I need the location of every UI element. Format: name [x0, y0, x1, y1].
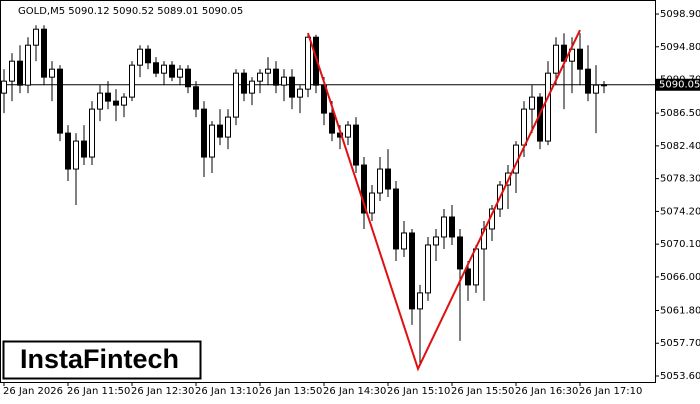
candle-body — [233, 72, 239, 118]
candle-body — [361, 164, 367, 214]
candle-body — [145, 48, 151, 64]
candle-body — [217, 124, 223, 138]
x-tick-label: 26 Jan 15:10 — [387, 386, 450, 397]
candle-body — [129, 64, 135, 98]
candle-body — [441, 216, 447, 238]
y-tick-label: 5057.70 — [660, 338, 700, 349]
candle-body — [577, 48, 583, 70]
y-tick-label: 5061.80 — [660, 305, 700, 316]
y-tick-label: 5094.80 — [660, 42, 700, 53]
candle-body — [193, 86, 199, 110]
candle-body — [369, 192, 375, 214]
candle-body — [601, 84, 607, 87]
candle-body — [289, 76, 295, 98]
candle-body — [161, 64, 167, 74]
x-tick-label: 26 Jan 14:30 — [323, 386, 386, 397]
candle-body — [89, 108, 95, 158]
x-tick-label: 26 Jan 13:50 — [259, 386, 322, 397]
candle-body — [545, 72, 551, 142]
candle-body — [457, 236, 463, 270]
candle-body — [257, 72, 263, 82]
candle-body — [49, 68, 55, 78]
candle-body — [185, 68, 191, 88]
candle-body — [265, 68, 271, 74]
candle-body — [41, 28, 47, 78]
candle-body — [97, 92, 103, 110]
candle-body — [65, 132, 71, 170]
last-price-box — [656, 78, 700, 91]
candle-body — [449, 216, 455, 238]
candle-body — [417, 292, 423, 310]
candle-body — [329, 112, 335, 134]
candle-body — [281, 76, 287, 86]
candle-body — [473, 248, 479, 286]
x-tick-label: 26 Jan 11:50 — [67, 386, 130, 397]
pattern-line — [307, 29, 581, 372]
y-tick-label: 5066.00 — [660, 272, 700, 283]
candle-body — [33, 28, 39, 46]
candle-body — [201, 108, 207, 158]
y-tick-label: 5086.50 — [660, 108, 700, 119]
candle-body — [409, 232, 415, 310]
logo-box — [2, 340, 202, 380]
candle-body — [1, 80, 7, 94]
candle-body — [273, 68, 279, 86]
candle-body — [521, 108, 527, 146]
candle-body — [105, 92, 111, 102]
y-tick-label: 5070.10 — [660, 239, 700, 250]
candle-body — [121, 96, 127, 106]
x-tick-label: 26 Jan 16:30 — [515, 386, 578, 397]
candle-body — [57, 68, 63, 134]
candle-body — [249, 80, 255, 94]
logo: InstaFintech — [20, 344, 179, 374]
candle-body — [209, 124, 215, 158]
x-tick-label: 26 Jan 15:50 — [451, 386, 514, 397]
last-price-label: 5090.05 — [659, 80, 700, 91]
candle-body — [9, 60, 15, 82]
candle-body — [465, 268, 471, 286]
candle-body — [433, 236, 439, 246]
candle-body — [241, 72, 247, 94]
candle-body — [345, 124, 351, 138]
candle-body — [113, 100, 119, 106]
y-tick-label: 5074.20 — [660, 206, 700, 217]
candle-body — [569, 48, 575, 62]
candle-body — [17, 60, 23, 86]
x-tick-label: 26 Jan 12:30 — [131, 386, 194, 397]
candle-body — [153, 62, 159, 74]
plot-frame — [0, 0, 656, 383]
candle-body — [385, 168, 391, 190]
candle-body — [169, 64, 175, 78]
candle-body — [585, 68, 591, 94]
candle-body — [393, 188, 399, 250]
candle-body — [225, 116, 231, 138]
y-tick-label: 5098.90 — [660, 9, 700, 20]
candle-body — [377, 168, 383, 194]
candle-body — [425, 244, 431, 294]
x-tick-label: 26 Jan 13:10 — [195, 386, 258, 397]
candle-body — [593, 84, 599, 94]
candle-body — [313, 36, 319, 86]
candle-body — [401, 232, 407, 250]
candle-body — [297, 88, 303, 98]
candle-body — [529, 96, 535, 110]
candle-body — [353, 124, 359, 166]
candle-body — [177, 68, 183, 78]
candle-body — [81, 140, 87, 158]
candle-body — [305, 36, 311, 90]
x-tick-label: 26 Jan 2026 — [3, 386, 63, 397]
y-tick-label: 5053.60 — [660, 371, 700, 382]
chart-title: GOLD,M5 5090.12 5090.52 5089.01 5090.05 — [18, 6, 243, 17]
y-tick-label: 5078.30 — [660, 174, 700, 185]
candle-body — [25, 44, 31, 86]
y-tick-label: 5082.40 — [660, 141, 700, 152]
x-tick-label: 26 Jan 17:10 — [579, 386, 642, 397]
candle-body — [73, 140, 79, 170]
candle-body — [137, 48, 143, 66]
candle-body — [553, 44, 559, 74]
